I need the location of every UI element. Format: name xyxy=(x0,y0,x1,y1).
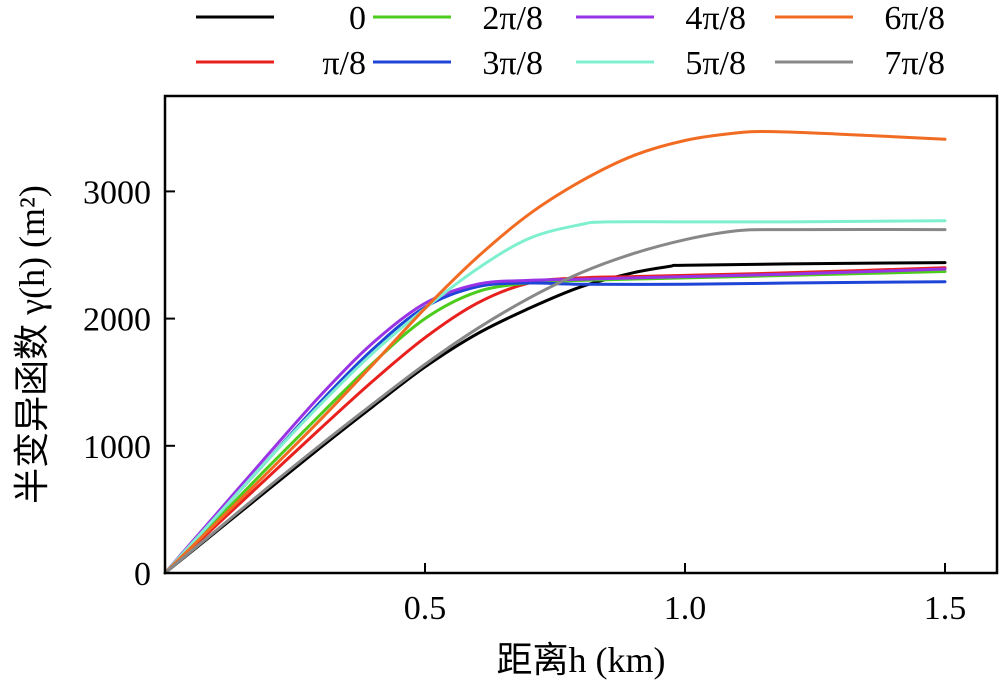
y-tick-label: 2000 xyxy=(83,302,151,339)
legend-label-4: 4π/8 xyxy=(685,0,746,37)
legend-label-0: 0 xyxy=(349,0,366,37)
legend-label-1: π/8 xyxy=(322,45,366,82)
series-line-7 xyxy=(163,227,947,575)
legend: 0 π/8 2π/8 3π/8 4π/8 5π/8 6π/8 7π/8 xyxy=(196,0,945,82)
legend-label-3: 3π/8 xyxy=(482,45,543,82)
x-tick-label: 1.5 xyxy=(924,590,967,627)
y-axis-title: 半变异函数 γ(h) (m²) xyxy=(12,185,52,504)
series-line-3 xyxy=(163,280,947,575)
legend-label-2: 2π/8 xyxy=(482,0,543,37)
legend-label-7: 7π/8 xyxy=(884,45,945,82)
x-axis-title: 距离h (km) xyxy=(497,640,666,680)
y-tick-label: 0 xyxy=(134,556,151,593)
series-line-4 xyxy=(163,267,947,575)
y-tick-label: 3000 xyxy=(83,174,151,211)
y-tick-label: 1000 xyxy=(83,429,151,466)
x-tick-label: 1.0 xyxy=(664,590,707,627)
legend-label-5: 5π/8 xyxy=(685,45,746,82)
x-tick-label: 0.5 xyxy=(404,590,447,627)
plot-area-frame xyxy=(163,94,999,575)
series-line-6 xyxy=(163,130,947,575)
legend-label-6: 6π/8 xyxy=(884,0,945,37)
series-line-5 xyxy=(163,219,947,575)
axis-ticks: 0.5 1.0 1.5 0 1000 2000 3000 xyxy=(83,174,966,627)
series-line-2 xyxy=(163,270,947,575)
plot-lines xyxy=(163,130,947,575)
series-line-0 xyxy=(163,261,947,575)
series-line-1 xyxy=(163,266,947,575)
